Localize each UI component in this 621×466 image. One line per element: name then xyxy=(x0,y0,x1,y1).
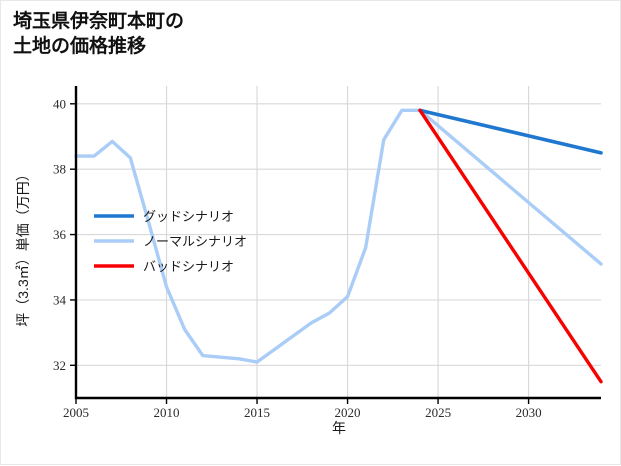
x-tick-label: 2025 xyxy=(425,405,451,420)
y-tick-label: 36 xyxy=(53,227,67,242)
tick-labels-group: 32 34 36 38 40 2005 2010 2015 2020 2025 2030 xyxy=(53,96,542,420)
series-line-bad xyxy=(418,108,603,384)
x-tick-label: 2020 xyxy=(335,405,361,420)
axis-spine xyxy=(74,86,601,400)
legend-label-0: グッドシナリオ xyxy=(143,209,234,224)
x-tick-label: 2015 xyxy=(244,405,270,420)
legend-label-2: バッドシナリオ xyxy=(143,259,234,274)
y-tick-label: 38 xyxy=(53,162,66,177)
y-tick-label: 34 xyxy=(53,292,67,307)
series-group xyxy=(74,108,603,384)
x-tick-label: 2010 xyxy=(154,405,180,420)
y-axis-title: 坪（3.3㎡）単価（万円） xyxy=(15,167,31,326)
legend-label-1: ノーマルシナリオ xyxy=(143,234,247,249)
x-tick-label: 2005 xyxy=(63,405,89,420)
y-tick-label: 32 xyxy=(53,358,66,373)
x-axis-title: 年 xyxy=(332,420,346,436)
x-tick-label: 2030 xyxy=(516,405,542,420)
gridlines-group xyxy=(76,86,601,398)
y-tick-label: 40 xyxy=(53,96,66,111)
chart-title: 埼玉県伊奈町本町の 土地の価格推移 xyxy=(13,11,185,58)
series-line-normal xyxy=(74,108,603,364)
series-line-good xyxy=(418,108,603,155)
tick-marks-group xyxy=(70,103,530,404)
